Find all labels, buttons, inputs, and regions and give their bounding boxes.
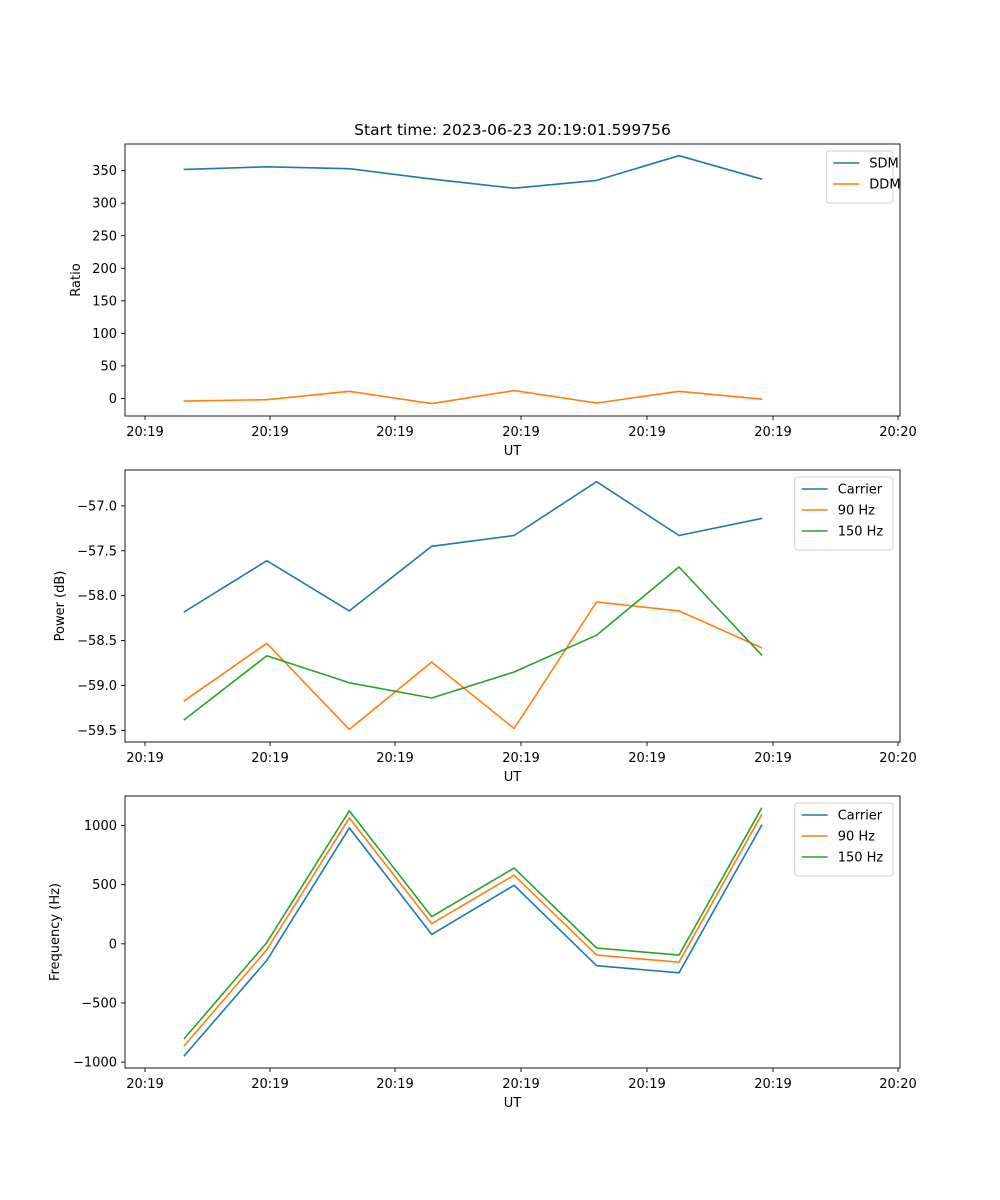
y-tick-label: 1000 bbox=[84, 819, 117, 834]
y-tick-label: −1000 bbox=[73, 1056, 117, 1071]
y-tick-label: 50 bbox=[100, 359, 117, 374]
y-tick-label: −59.5 bbox=[77, 724, 117, 739]
y-tick-label: 150 bbox=[92, 294, 117, 309]
y-tick-label: −57.5 bbox=[77, 544, 117, 559]
axes-frame bbox=[124, 469, 901, 743]
legend-entry: SDM bbox=[869, 157, 898, 172]
x-tick-label: 20:19 bbox=[628, 1077, 665, 1092]
y-tick-label: −58.5 bbox=[77, 634, 117, 649]
legend-box bbox=[825, 150, 894, 204]
x-tick-label: 20:20 bbox=[879, 1077, 916, 1092]
series-line-sdm bbox=[183, 154, 763, 189]
series-line-150-hz bbox=[183, 566, 763, 721]
y-tick-label: −58.0 bbox=[77, 589, 117, 604]
x-tick-label: 20:19 bbox=[628, 751, 665, 766]
y-axis-label: Power (dB) bbox=[53, 571, 68, 642]
x-tick-label: 20:19 bbox=[251, 751, 288, 766]
x-tick-label: 20:20 bbox=[879, 425, 916, 440]
series-line-90-hz bbox=[183, 601, 763, 731]
chart-2: 20:19 20:19 20:19 20:19 20:19 20:19 20:20 UT −59… bbox=[53, 469, 917, 785]
plot-lines bbox=[183, 154, 763, 405]
x-tick-label: 20:19 bbox=[376, 1077, 413, 1092]
legend: Carrier 90 Hz 150 Hz bbox=[794, 802, 894, 877]
legend-entry: Carrier bbox=[838, 809, 883, 824]
series-line-150-hz bbox=[183, 807, 763, 1040]
x-axis: 20:19 20:19 20:19 20:19 20:19 20:19 20:20 UT bbox=[126, 416, 917, 459]
x-tick-label: 20:19 bbox=[376, 425, 413, 440]
y-axis-label: Frequency (Hz) bbox=[48, 883, 63, 981]
y-axis: 0 50 100 150 200 250 300 350 Ratio bbox=[69, 164, 125, 407]
series-line-carrier bbox=[183, 824, 763, 1057]
y-tick-label: 250 bbox=[92, 229, 117, 244]
axes-frame bbox=[124, 143, 901, 417]
legend-entry: 90 Hz bbox=[838, 504, 875, 519]
x-tick-label: 20:19 bbox=[126, 751, 163, 766]
legend-entry: DDM bbox=[869, 178, 900, 193]
x-axis-label: UT bbox=[504, 444, 522, 459]
x-tick-label: 20:19 bbox=[754, 751, 791, 766]
chart-3: 20:19 20:19 20:19 20:19 20:19 20:19 20:20 UT −10… bbox=[48, 795, 917, 1111]
legend: Carrier 90 Hz 150 Hz bbox=[794, 476, 894, 551]
series-line-carrier bbox=[183, 480, 763, 613]
y-axis: −1000 −500 0 500 1000 Frequency (Hz) bbox=[48, 819, 125, 1071]
x-tick-label: 20:19 bbox=[251, 1077, 288, 1092]
x-tick-label: 20:19 bbox=[126, 1077, 163, 1092]
x-tick-label: 20:19 bbox=[502, 1077, 539, 1092]
x-axis: 20:19 20:19 20:19 20:19 20:19 20:19 20:20 UT bbox=[126, 1068, 917, 1111]
legend-entry: 150 Hz bbox=[838, 525, 884, 540]
y-axis-label: Ratio bbox=[69, 263, 84, 296]
x-tick-label: 20:20 bbox=[879, 751, 916, 766]
y-tick-label: 0 bbox=[109, 392, 117, 407]
legend-entry: 90 Hz bbox=[838, 830, 875, 845]
series-line-ddm bbox=[183, 389, 763, 405]
x-tick-label: 20:19 bbox=[754, 1077, 791, 1092]
legend: SDM DDM bbox=[825, 150, 901, 204]
y-tick-label: −59.0 bbox=[77, 679, 117, 694]
y-tick-label: 300 bbox=[92, 197, 117, 212]
x-tick-label: 20:19 bbox=[376, 751, 413, 766]
y-tick-label: 100 bbox=[92, 327, 117, 342]
x-tick-label: 20:19 bbox=[754, 425, 791, 440]
x-tick-label: 20:19 bbox=[628, 425, 665, 440]
x-axis-label: UT bbox=[504, 770, 522, 785]
x-tick-label: 20:19 bbox=[502, 425, 539, 440]
y-tick-label: 350 bbox=[92, 164, 117, 179]
y-tick-label: −500 bbox=[81, 996, 117, 1011]
y-tick-label: 200 bbox=[92, 262, 117, 277]
plot-lines bbox=[183, 807, 763, 1057]
chart-title: Start time: 2023-06-23 20:19:01.599756 bbox=[354, 121, 671, 139]
y-tick-label: 500 bbox=[92, 878, 117, 893]
legend-entry: Carrier bbox=[838, 483, 883, 498]
x-tick-label: 20:19 bbox=[502, 751, 539, 766]
y-axis: −59.5 −59.0 −58.5 −58.0 −57.5 −57.0 Power (dB) bbox=[53, 499, 125, 739]
legend-entry: 150 Hz bbox=[838, 851, 884, 866]
y-tick-label: −57.0 bbox=[77, 499, 117, 514]
axes-frame bbox=[124, 795, 901, 1069]
x-tick-label: 20:19 bbox=[126, 425, 163, 440]
chart-1: Start time: 2023-06-23 20:19:01.599756 20… bbox=[69, 121, 917, 459]
plot-lines bbox=[183, 480, 763, 731]
series-line-90-hz bbox=[183, 813, 763, 1047]
x-axis-label: UT bbox=[504, 1096, 522, 1111]
y-tick-label: 0 bbox=[109, 937, 117, 952]
x-tick-label: 20:19 bbox=[251, 425, 288, 440]
x-axis: 20:19 20:19 20:19 20:19 20:19 20:19 20:20 UT bbox=[126, 742, 917, 785]
